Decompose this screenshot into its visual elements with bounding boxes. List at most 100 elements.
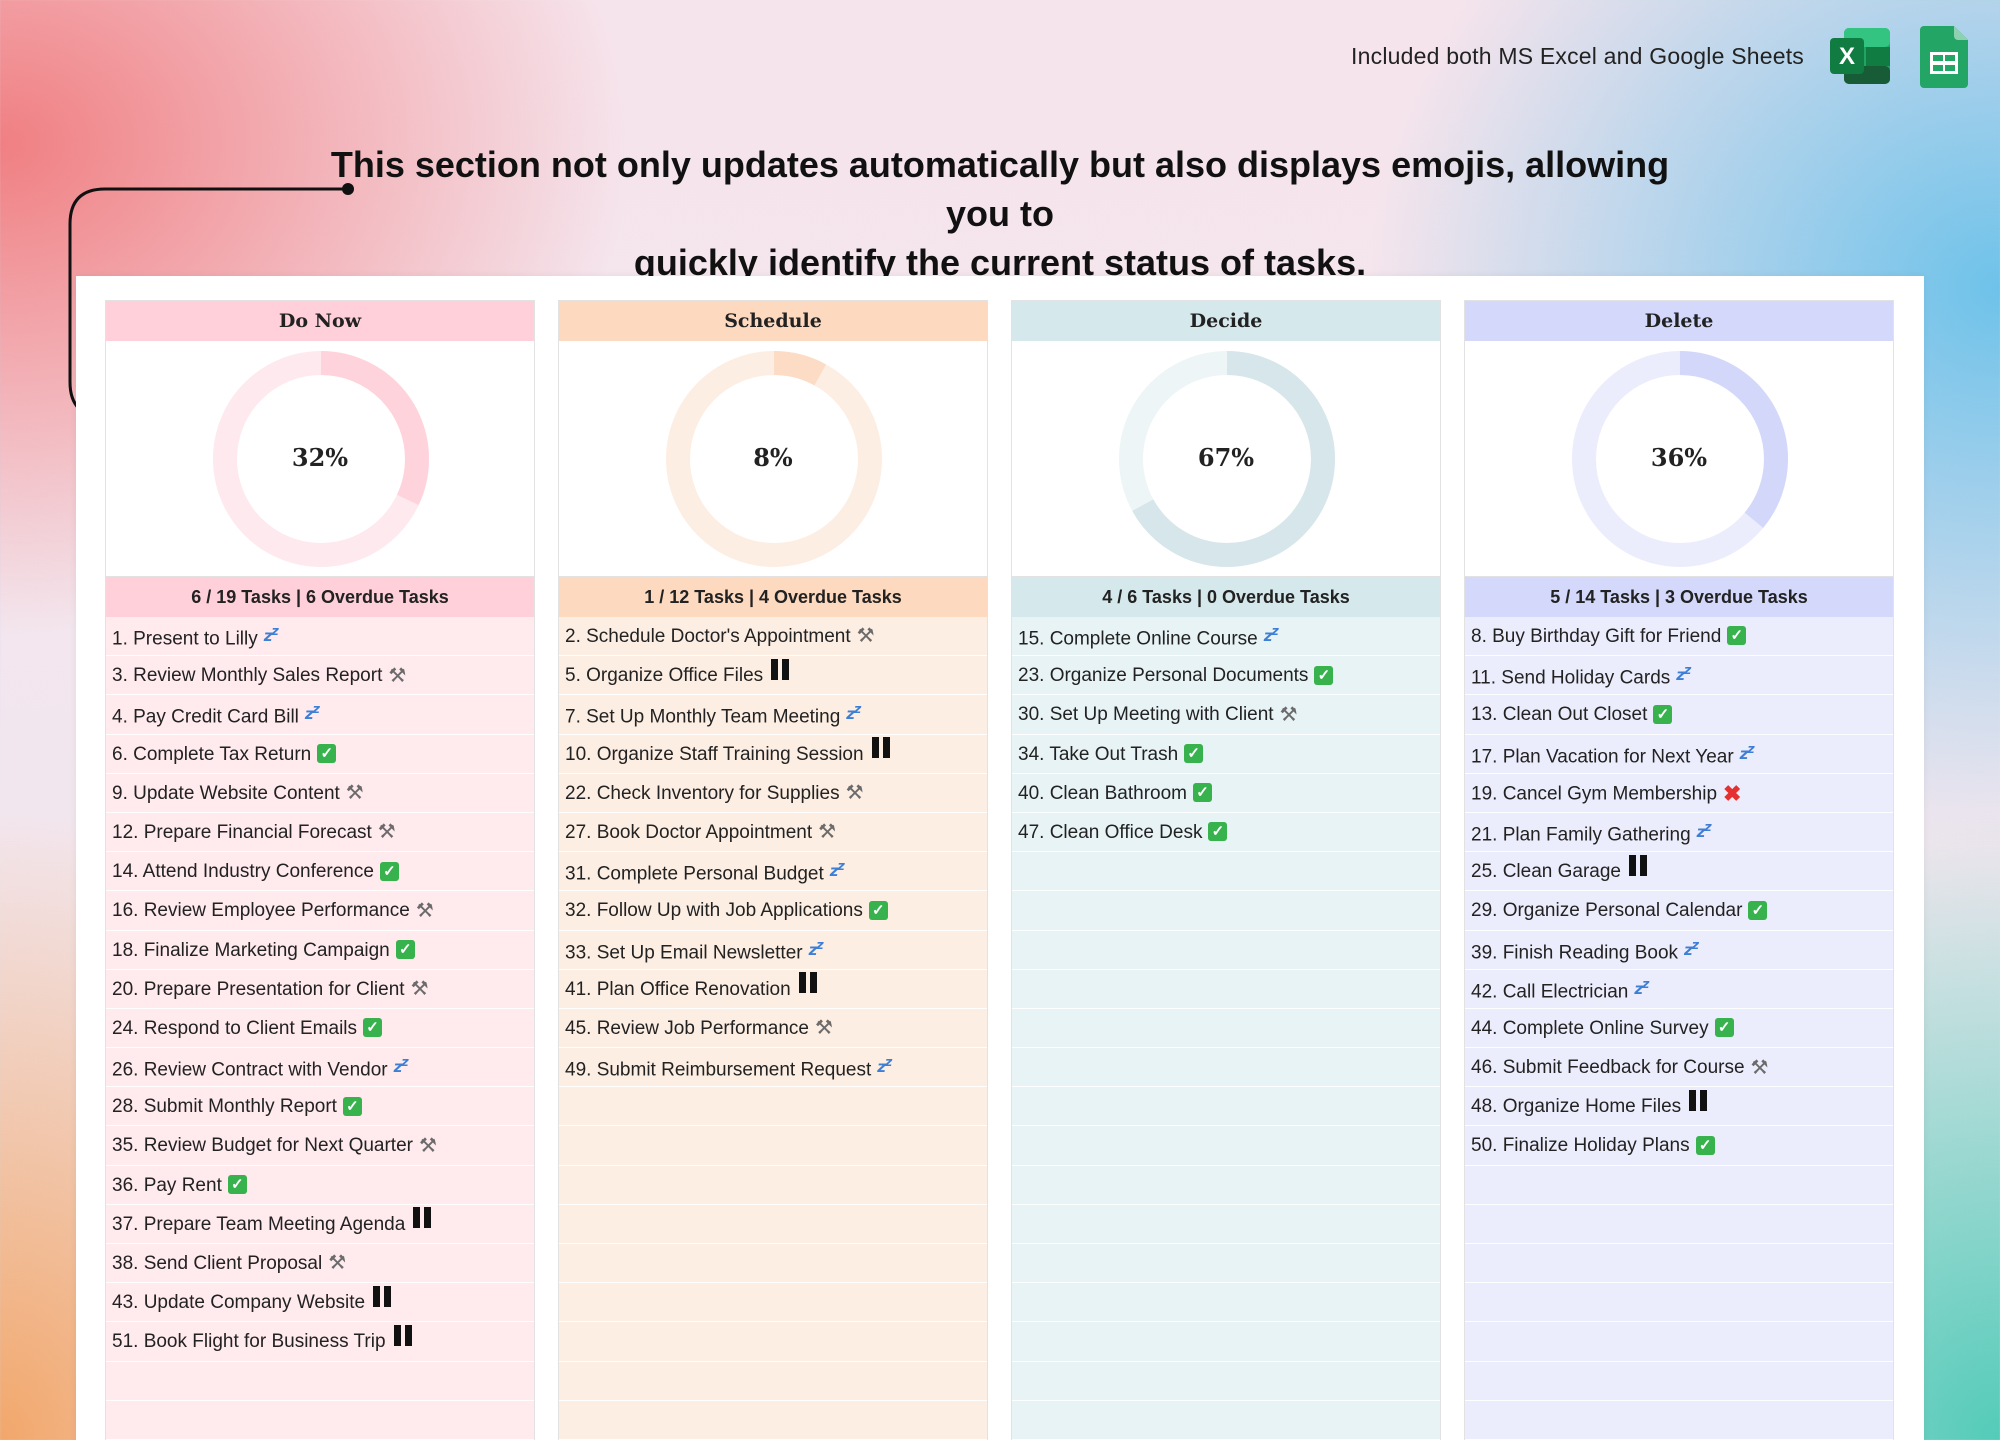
tools-icon: ⚒ bbox=[814, 1017, 833, 1040]
task-row[interactable]: 20. Prepare Presentation for Client ⚒ bbox=[106, 969, 534, 1009]
task-row[interactable]: 12. Prepare Financial Forecast ⚒ bbox=[106, 812, 534, 853]
task-row[interactable]: 43. Update Company Website bbox=[106, 1283, 534, 1323]
tools-icon: ⚒ bbox=[328, 1252, 347, 1275]
task-row[interactable]: 45. Review Job Performance ⚒ bbox=[559, 1008, 987, 1049]
task-row[interactable]: 34. Take Out Trash ✓ bbox=[1012, 734, 1440, 774]
task-label: 37. Prepare Team Meeting Agenda bbox=[112, 1213, 406, 1235]
task-row[interactable]: 14. Attend Industry Conference ✓ bbox=[106, 852, 534, 892]
empty-task-row[interactable] bbox=[559, 1165, 987, 1205]
task-row[interactable]: 1. Present to Lilly zz bbox=[106, 617, 534, 657]
empty-task-row[interactable] bbox=[1465, 1400, 1893, 1440]
task-row[interactable]: 15. Complete Online Course zz bbox=[1012, 617, 1440, 657]
empty-task-row[interactable] bbox=[1465, 1165, 1893, 1205]
empty-task-row[interactable] bbox=[1012, 891, 1440, 931]
empty-task-row[interactable] bbox=[559, 1126, 987, 1166]
task-row[interactable]: 27. Book Doctor Appointment ⚒ bbox=[559, 812, 987, 853]
task-label: 16. Review Employee Performance bbox=[112, 900, 410, 922]
empty-task-row[interactable] bbox=[1012, 969, 1440, 1009]
task-row[interactable]: 41. Plan Office Renovation bbox=[559, 969, 987, 1009]
empty-task-row[interactable] bbox=[1012, 930, 1440, 970]
task-row[interactable]: 49. Submit Reimbursement Request zz bbox=[559, 1048, 987, 1088]
task-row[interactable]: 2. Schedule Doctor's Appointment ⚒ bbox=[559, 617, 987, 657]
task-row[interactable]: 25. Clean Garage bbox=[1465, 852, 1893, 892]
task-label: 32. Follow Up with Job Applications bbox=[565, 900, 863, 922]
task-row[interactable]: 24. Respond to Client Emails ✓ bbox=[106, 1008, 534, 1049]
empty-task-row[interactable] bbox=[1012, 1126, 1440, 1166]
task-row[interactable]: 9. Update Website Content ⚒ bbox=[106, 773, 534, 813]
empty-task-row[interactable] bbox=[559, 1400, 987, 1440]
empty-task-row[interactable] bbox=[1012, 852, 1440, 892]
task-row[interactable]: 44. Complete Online Survey ✓ bbox=[1465, 1008, 1893, 1049]
task-row[interactable]: 22. Check Inventory for Supplies ⚒ bbox=[559, 773, 987, 813]
task-row[interactable]: 39. Finish Reading Book zz bbox=[1465, 930, 1893, 970]
task-row[interactable]: 10. Organize Staff Training Session bbox=[559, 734, 987, 774]
task-row[interactable]: 4. Pay Credit Card Bill zz bbox=[106, 695, 534, 735]
included-text: Included both MS Excel and Google Sheets bbox=[1351, 42, 1804, 69]
task-row[interactable]: 46. Submit Feedback for Course ⚒ bbox=[1465, 1048, 1893, 1088]
green-check-icon: ✓ bbox=[227, 1166, 247, 1204]
task-row[interactable]: 37. Prepare Team Meeting Agenda bbox=[106, 1204, 534, 1244]
task-row[interactable]: 42. Call Electrician zz bbox=[1465, 969, 1893, 1009]
green-check-icon: ✓ bbox=[1208, 813, 1228, 851]
sleep-zzz-icon: zz bbox=[1684, 936, 1699, 959]
empty-task-row[interactable] bbox=[1012, 1087, 1440, 1127]
task-row[interactable]: 32. Follow Up with Job Applications ✓ bbox=[559, 891, 987, 931]
task-row[interactable]: 28. Submit Monthly Report ✓ bbox=[106, 1087, 534, 1127]
task-row[interactable]: 38. Send Client Proposal ⚒ bbox=[106, 1244, 534, 1284]
task-row[interactable]: 16. Review Employee Performance ⚒ bbox=[106, 891, 534, 931]
task-label: 35. Review Budget for Next Quarter bbox=[112, 1135, 413, 1157]
task-label: 9. Update Website Content bbox=[112, 782, 340, 804]
empty-task-row[interactable] bbox=[1012, 1048, 1440, 1088]
empty-task-row[interactable] bbox=[1012, 1283, 1440, 1323]
task-row[interactable]: 40. Clean Bathroom ✓ bbox=[1012, 773, 1440, 813]
task-row[interactable]: 47. Clean Office Desk ✓ bbox=[1012, 812, 1440, 853]
task-row[interactable]: 33. Set Up Email Newsletter zz bbox=[559, 930, 987, 970]
task-row[interactable]: 48. Organize Home Files bbox=[1465, 1087, 1893, 1127]
task-row[interactable]: 18. Finalize Marketing Campaign ✓ bbox=[106, 930, 534, 970]
task-row[interactable]: 13. Clean Out Closet ✓ bbox=[1465, 695, 1893, 735]
task-label: 27. Book Doctor Appointment bbox=[565, 821, 813, 843]
empty-task-row[interactable] bbox=[559, 1322, 987, 1362]
empty-task-row[interactable] bbox=[1012, 1008, 1440, 1049]
empty-task-row[interactable] bbox=[559, 1283, 987, 1323]
empty-task-row[interactable] bbox=[1465, 1361, 1893, 1401]
task-row[interactable]: 36. Pay Rent ✓ bbox=[106, 1165, 534, 1205]
empty-task-row[interactable] bbox=[1012, 1244, 1440, 1284]
task-row[interactable]: 7. Set Up Monthly Team Meeting zz bbox=[559, 695, 987, 735]
task-row[interactable]: 51. Book Flight for Business Trip bbox=[106, 1322, 534, 1362]
task-row[interactable]: 19. Cancel Gym Membership ✖ bbox=[1465, 773, 1893, 813]
task-row[interactable]: 31. Complete Personal Budget zz bbox=[559, 852, 987, 892]
task-row[interactable]: 29. Organize Personal Calendar ✓ bbox=[1465, 891, 1893, 931]
tools-icon: ⚒ bbox=[418, 1134, 437, 1157]
task-row[interactable]: 11. Send Holiday Cards zz bbox=[1465, 656, 1893, 696]
empty-task-row[interactable] bbox=[559, 1361, 987, 1401]
empty-task-row[interactable] bbox=[1012, 1165, 1440, 1205]
task-row[interactable]: 23. Organize Personal Documents ✓ bbox=[1012, 656, 1440, 696]
task-row[interactable]: 3. Review Monthly Sales Report ⚒ bbox=[106, 656, 534, 696]
task-row[interactable]: 35. Review Budget for Next Quarter ⚒ bbox=[106, 1126, 534, 1166]
empty-task-row[interactable] bbox=[1012, 1361, 1440, 1401]
task-row[interactable]: 21. Plan Family Gathering zz bbox=[1465, 812, 1893, 853]
task-row[interactable]: 8. Buy Birthday Gift for Friend ✓ bbox=[1465, 617, 1893, 657]
task-row[interactable]: 17. Plan Vacation for Next Year zz bbox=[1465, 734, 1893, 774]
empty-task-row[interactable] bbox=[559, 1204, 987, 1244]
task-row[interactable]: 26. Review Contract with Vendor zz bbox=[106, 1048, 534, 1088]
empty-task-row[interactable] bbox=[1465, 1322, 1893, 1362]
empty-task-row[interactable] bbox=[1012, 1204, 1440, 1244]
donut-progress-arc bbox=[666, 351, 882, 567]
sleep-zzz-icon: zz bbox=[829, 858, 845, 881]
empty-task-row[interactable] bbox=[559, 1087, 987, 1127]
empty-task-row[interactable] bbox=[559, 1244, 987, 1284]
progress-percent: 32% bbox=[291, 443, 349, 472]
empty-task-row[interactable] bbox=[1465, 1283, 1893, 1323]
empty-task-row[interactable] bbox=[106, 1361, 534, 1401]
empty-task-row[interactable] bbox=[1465, 1204, 1893, 1244]
empty-task-row[interactable] bbox=[106, 1400, 534, 1440]
task-row[interactable]: 6. Complete Tax Return ✓ bbox=[106, 734, 534, 774]
empty-task-row[interactable] bbox=[1012, 1400, 1440, 1440]
empty-task-row[interactable] bbox=[1012, 1322, 1440, 1362]
task-row[interactable]: 30. Set Up Meeting with Client ⚒ bbox=[1012, 695, 1440, 735]
task-row[interactable]: 50. Finalize Holiday Plans ✓ bbox=[1465, 1126, 1893, 1166]
task-row[interactable]: 5. Organize Office Files bbox=[559, 656, 987, 696]
empty-task-row[interactable] bbox=[1465, 1244, 1893, 1284]
